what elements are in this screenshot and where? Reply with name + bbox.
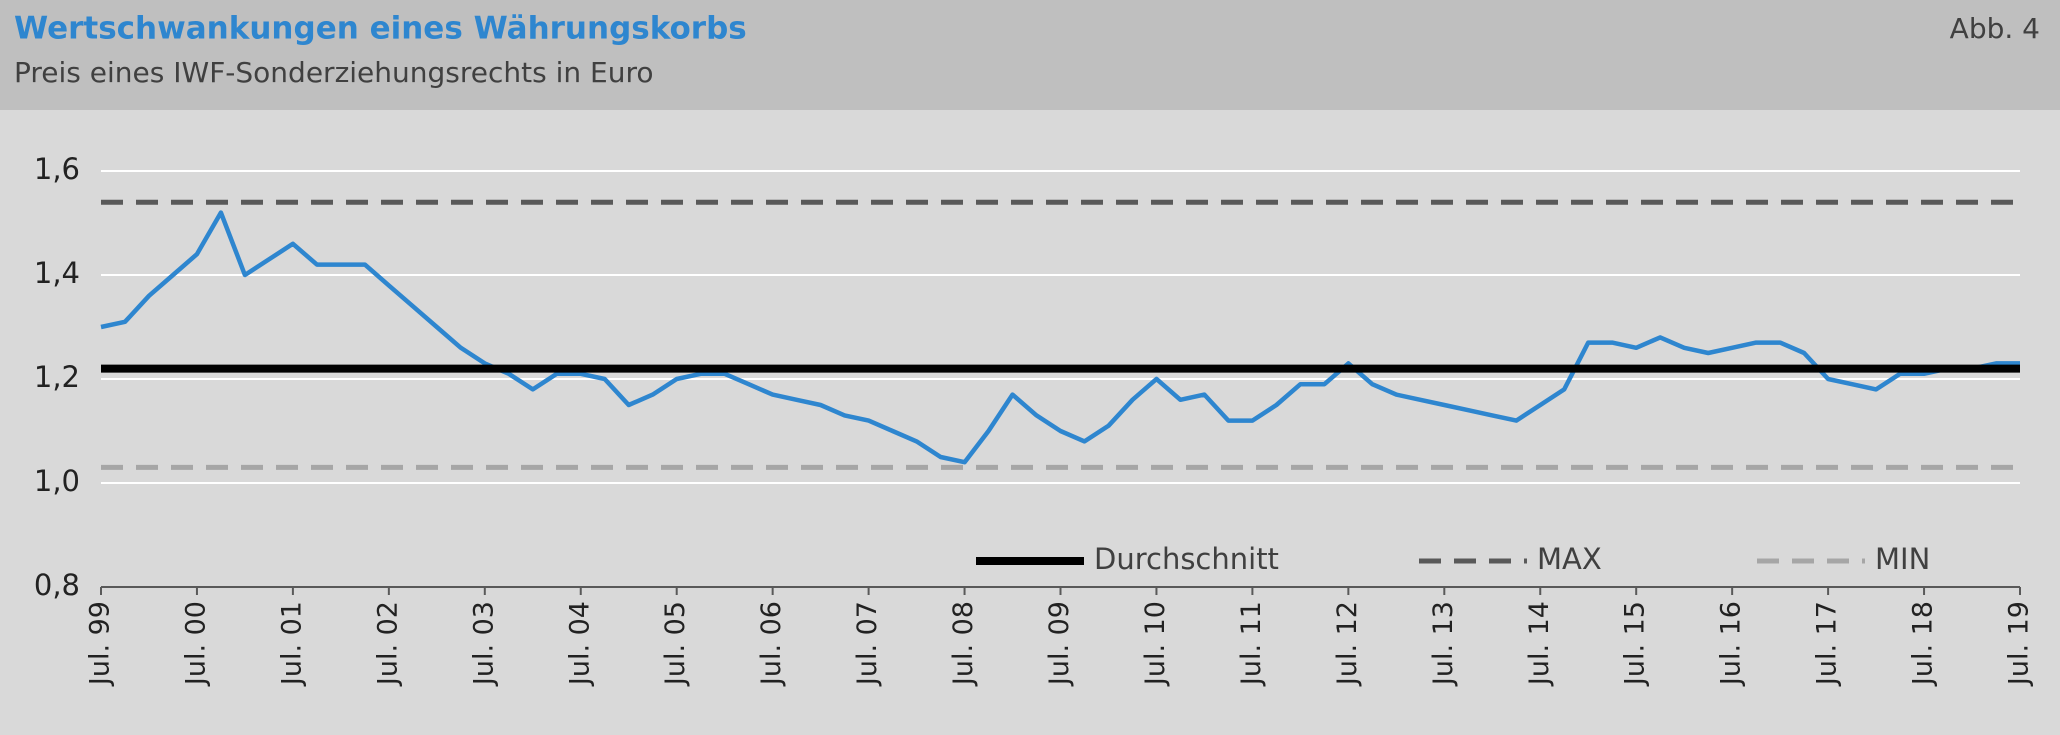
y-tick-label: 1,0 [34, 464, 80, 498]
x-tick-label: Jul. 19 [2004, 601, 2035, 687]
x-tick-label: Jul. 13 [1428, 601, 1459, 687]
x-tick-label: Jul. 16 [1716, 601, 1747, 687]
x-tick-label: Jul. 17 [1812, 601, 1843, 687]
x-tick-label: Jul. 06 [756, 601, 787, 687]
x-tick-label: Jul. 10 [1140, 601, 1171, 687]
x-tick-label: Jul. 11 [1236, 601, 1267, 687]
x-tick-label: Jul. 04 [564, 601, 595, 687]
x-tick-label: Jul. 14 [1524, 601, 1555, 687]
y-tick-label: 1,6 [34, 152, 80, 186]
legend-label: MAX [1537, 542, 1602, 576]
x-tick-label: Jul. 05 [660, 601, 691, 687]
chart-title: Wertschwankungen eines Währungskorbs [14, 11, 747, 47]
y-tick-label: 1,2 [34, 360, 80, 394]
x-tick-label: Jul. 03 [468, 601, 499, 687]
legend-label: Durchschnitt [1094, 542, 1279, 576]
x-tick-label: Jul. 12 [1332, 601, 1363, 687]
x-tick-label: Jul. 01 [276, 601, 307, 687]
x-tick-label: Jul. 99 [85, 601, 116, 687]
legend-label: MIN [1875, 542, 1930, 576]
x-tick-label: Jul. 18 [1908, 601, 1939, 687]
x-tick-label: Jul. 15 [1620, 601, 1651, 687]
chart-subtitle: Preis eines IWF-Sonderziehungsrechts in … [14, 56, 654, 89]
figure-label: Abb. 4 [1950, 12, 2040, 45]
x-tick-label: Jul. 08 [948, 601, 979, 687]
data-line [100, 210, 2020, 465]
y-tick-label: 0,8 [34, 568, 80, 602]
x-tick-label: Jul. 00 [180, 601, 211, 687]
header-band [0, 0, 2060, 110]
y-tick-label: 1,4 [34, 256, 80, 290]
x-tick-label: Jul. 07 [852, 601, 883, 687]
x-tick-label: Jul. 02 [372, 601, 403, 687]
x-tick-label: Jul. 09 [1044, 601, 1075, 687]
